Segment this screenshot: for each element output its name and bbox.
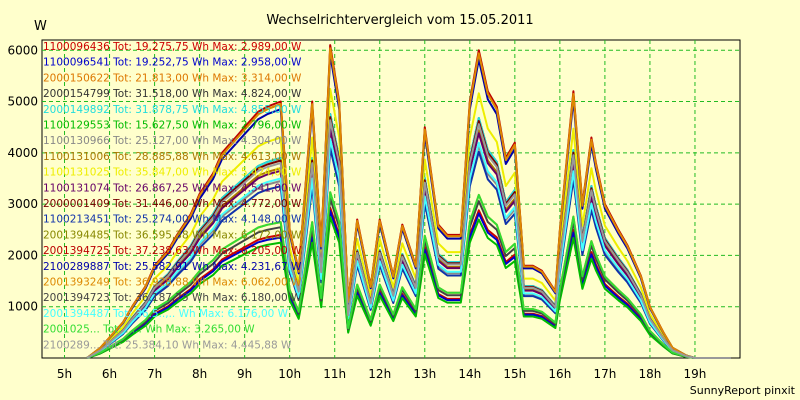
legend-entry-1: 1100096541 Tot: 19.252,75 Wh Max: 2.958,…	[43, 57, 302, 69]
legend-entry-6: 1100130966 Tot: 25.127,00 Wh Max: 4.304,…	[43, 135, 302, 147]
y-tick-labels: 1000 2000 3000 4000 5000 6000	[7, 43, 38, 313]
legend-entry-13: 2001394725 Tot: 37.238,63 Wh Max: 6.205,…	[43, 245, 302, 257]
series-line-15	[86, 47, 731, 359]
series-lines	[86, 44, 731, 359]
legend-entry-15: 2001393249 Tot: 36.928,88 Wh Max: 6.062,…	[43, 277, 302, 289]
legend-entry-0: 1100096436 Tot: 19.275,75 Wh Max: 2.989,…	[43, 41, 302, 53]
x-tick-label-11: 16h	[548, 367, 571, 381]
legend-entry-2: 2000150622 Tot: 21.813,00 Wh Max: 3.314,…	[43, 72, 302, 84]
x-tick-label-7: 12h	[368, 367, 391, 381]
legend-entry-5: 1100129553 Tot: 15.627,50 Wh Max: 2.796,…	[43, 120, 302, 132]
legend-entry-16: 2001394723 Tot: 36.187,75 Wh Max: 6.180,…	[43, 292, 302, 304]
legend-entry-7: 1100131006 Tot: 28.885,88 Wh Max: 4.613,…	[43, 151, 302, 163]
x-tick-label-12: 17h	[593, 367, 616, 381]
series-line-8	[86, 87, 731, 359]
x-tick-label-10: 15h	[503, 367, 526, 381]
x-tick-label-2: 7h	[147, 367, 162, 381]
legend-entry-17: 2001394487 Tot: 36.5..,.. Wh Max: 6.176,…	[43, 308, 289, 320]
x-tick-label-8: 13h	[413, 367, 436, 381]
legend-entry-12: 2001394485 Tot: 36.595,38 Wh Max: 6.172,…	[43, 229, 302, 241]
legend: 1100096436 Tot: 19.275,75 Wh Max: 2.989,…	[43, 41, 302, 351]
y-tick-label-3: 4000	[7, 146, 38, 160]
y-tick-label-0: 1000	[7, 300, 38, 314]
chart-title: Wechselrichtervergleich vom 15.05.2011	[266, 13, 533, 28]
y-tick-label-1: 2000	[7, 248, 38, 262]
x-tick-label-9: 14h	[458, 367, 481, 381]
x-tick-label-13: 18h	[638, 367, 661, 381]
legend-entry-3: 2000154799 Tot: 31.518,00 Wh Max: 4.824,…	[43, 88, 302, 100]
x-tick-label-1: 6h	[102, 367, 117, 381]
x-tick-label-3: 8h	[192, 367, 207, 381]
series-line-18	[86, 191, 731, 359]
legend-entry-8: 1100131025 Tot: 35.847,00 Wh Max: 5.424,…	[43, 167, 302, 179]
legend-entry-14: 2100289887 Tot: 25.582,91 Wh Max: 4.231,…	[43, 261, 302, 273]
y-axis-label: W	[34, 19, 47, 34]
legend-entry-4: 2000149892 Tot: 31.878,75 Wh Max: 4.855,…	[43, 104, 302, 116]
legend-entry-19: 2100289... Tot: 25.384,10 Wh Max: 4.445,…	[43, 339, 292, 351]
x-tick-label-0: 5h	[57, 367, 72, 381]
footer-credit: SunnyReport pinxit	[690, 384, 796, 397]
y-tick-label-5: 6000	[7, 43, 38, 57]
series-line-5	[86, 216, 731, 359]
x-tick-labels: 5h 6h 7h 8h 9h 10h 11h 12h 13h 14h 15h 16h 17h 18h 19h	[57, 367, 707, 381]
legend-entry-18: 2001025... Tot: ..... Wh Max: 3.265,00 W	[43, 324, 255, 336]
x-tick-label-4: 9h	[237, 367, 252, 381]
y-tick-label-4: 5000	[7, 95, 38, 109]
series-line-19	[86, 119, 731, 359]
y-tick-label-2: 3000	[7, 197, 38, 211]
legend-entry-10: 2000001409 Tot: 31.446,00 Wh Max: 4.772,…	[43, 198, 302, 210]
x-tick-label-6: 11h	[323, 367, 346, 381]
legend-entry-11: 1100213451 Tot: 25.274,00 Wh Max: 4.148,…	[43, 214, 302, 226]
x-tick-label-14: 19h	[684, 367, 707, 381]
x-tick-label-5: 10h	[278, 367, 301, 381]
legend-entry-9: 1100131074 Tot: 26.867,25 Wh Max: 4.541,…	[43, 182, 302, 194]
grid-lines	[42, 40, 740, 358]
